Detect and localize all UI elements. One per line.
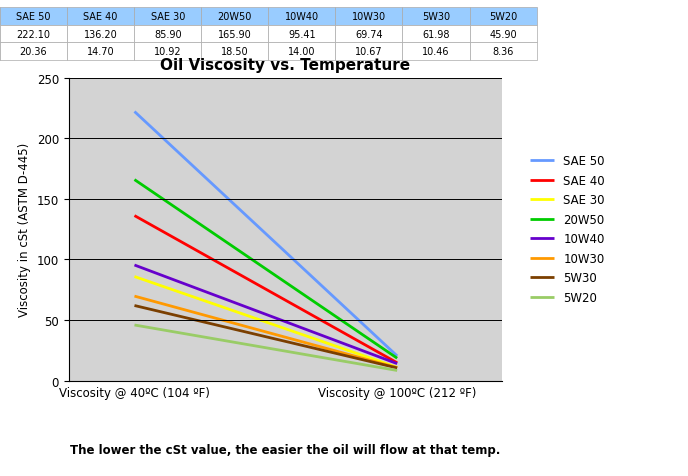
10W30	[130, 294, 138, 299]
Line: 10W30: 10W30	[134, 297, 397, 368]
Line: 20W50: 20W50	[134, 180, 397, 358]
10W40	[130, 263, 138, 268]
Text: The lower the cSt value, the easier the oil will flow at that temp.: The lower the cSt value, the easier the …	[70, 443, 501, 456]
5W20	[393, 368, 401, 374]
5W30	[130, 303, 138, 309]
Y-axis label: Viscosity in cSt (ASTM D-445): Viscosity in cSt (ASTM D-445)	[19, 143, 31, 317]
20W50	[393, 356, 401, 361]
Line: SAE 30: SAE 30	[134, 277, 397, 367]
5W20	[130, 322, 138, 328]
SAE 30	[130, 274, 138, 280]
5W30	[393, 365, 401, 371]
Title: Oil Viscosity vs. Temperature: Oil Viscosity vs. Temperature	[160, 58, 411, 73]
SAE 40	[393, 360, 401, 366]
Line: 5W30: 5W30	[134, 306, 397, 368]
Line: SAE 40: SAE 40	[134, 216, 397, 363]
20W50	[130, 178, 138, 183]
Legend: SAE 50, SAE 40, SAE 30, 20W50, 10W40, 10W30, 5W30, 5W20: SAE 50, SAE 40, SAE 30, 20W50, 10W40, 10…	[526, 150, 610, 309]
10W30	[393, 365, 401, 371]
Line: 10W40: 10W40	[134, 266, 397, 364]
10W40	[393, 361, 401, 367]
Line: 5W20: 5W20	[134, 325, 397, 371]
SAE 40	[130, 213, 138, 219]
SAE 30	[393, 365, 401, 370]
